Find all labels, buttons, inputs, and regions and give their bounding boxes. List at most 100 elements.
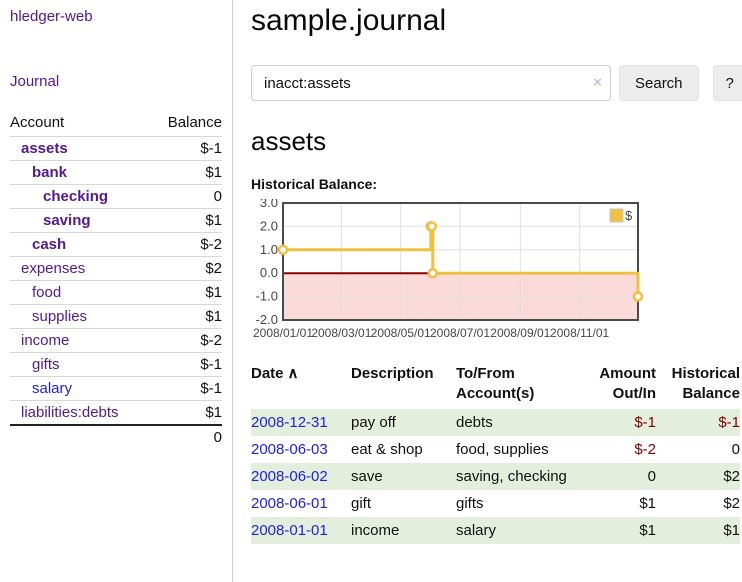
date-column-header[interactable]: Date ∧ xyxy=(251,365,299,382)
search-button[interactable]: Search xyxy=(619,65,699,101)
amount-column-header: Amount Out/In xyxy=(599,365,656,403)
transaction-balance-cell: $2 xyxy=(723,494,740,512)
transaction-date-cell: 2008-12-31 xyxy=(251,409,351,436)
y-axis-tick-label: -1.0 xyxy=(256,289,278,304)
balance-column-header: Balance xyxy=(167,114,222,131)
accounts-balance-table: Account Balance assets $-1 bank $1 checking 0… xyxy=(10,111,222,449)
transaction-accounts-cell: gifts xyxy=(456,494,484,512)
y-axis-tick-label: 0.0 xyxy=(260,265,278,280)
sidebar-account-link-salary[interactable]: salary xyxy=(32,380,73,397)
transaction-amount-cell: $-1 xyxy=(634,413,656,431)
account-heading: assets xyxy=(251,126,327,156)
app-title-link[interactable]: hledger-web xyxy=(10,8,93,25)
register-row: 2008-12-31 pay off debts $-1 $-1 xyxy=(251,408,740,436)
sidebar-account-link-saving[interactable]: saving xyxy=(43,212,91,229)
transaction-amount-cell: 0 xyxy=(647,467,656,485)
sidebar-account-link-supplies[interactable]: supplies xyxy=(32,308,88,325)
account-row: salary $-1 xyxy=(10,376,222,401)
transaction-date-link[interactable]: 2008-06-02 xyxy=(251,467,328,485)
historical-balance-chart[interactable]: $3.0 2.0 1.0 0.0 -1.0 -2.0 2008/01/01 2008/03/0… xyxy=(251,195,742,351)
transaction-accounts-cell: food, supplies xyxy=(456,440,549,458)
accounts-header-row: Account Balance xyxy=(10,111,222,137)
sidebar-account-link-food[interactable]: food xyxy=(32,284,62,301)
account-name-cell: saving xyxy=(10,208,152,233)
transaction-accounts-cell: debts xyxy=(456,413,493,431)
sidebar: hledger-web Journal Account Balance asse… xyxy=(0,0,233,582)
account-balance: $1 xyxy=(151,280,222,305)
y-axis-tick-label: 3.0 xyxy=(260,199,278,210)
account-balance: $2 xyxy=(151,256,222,281)
transaction-date-cell: 2008-06-03 xyxy=(251,436,351,463)
transaction-date-link[interactable]: 2008-01-01 xyxy=(251,521,328,539)
search-input[interactable] xyxy=(251,65,611,101)
y-axis-tick-label: 2.0 xyxy=(260,218,278,233)
account-name-cell: income xyxy=(10,328,152,353)
help-button[interactable]: ? xyxy=(712,65,742,101)
sidebar-account-link-income[interactable]: income xyxy=(21,332,70,349)
account-balance: 0 xyxy=(151,184,222,209)
x-axis-tick-label: 2008/09/01 xyxy=(490,326,550,340)
sidebar-account-link-checking[interactable]: checking xyxy=(43,188,109,205)
clear-search-icon[interactable]: × xyxy=(593,74,602,91)
main-content: sample.journal × Search ? assets Histori… xyxy=(233,0,742,582)
account-name-cell: checking xyxy=(10,184,152,209)
register-row: 2008-01-01 income salary $1 $1 xyxy=(251,516,740,544)
account-name-cell: salary xyxy=(10,376,152,401)
search-input-wrap: × xyxy=(251,65,611,101)
account-name-cell: cash xyxy=(10,232,152,257)
data-point-marker xyxy=(427,267,439,279)
register-row: 2008-06-03 eat & shop food, supplies $-2 0 xyxy=(251,436,740,463)
sidebar-account-link-expenses[interactable]: expenses xyxy=(21,260,86,277)
register-row: 2008-06-02 save saving, checking 0 $2 xyxy=(251,462,740,490)
account-row: supplies $1 xyxy=(10,304,222,329)
transaction-description-cell: gift xyxy=(351,494,372,512)
transaction-date-cell: 2008-06-01 xyxy=(251,490,351,517)
y-axis-tick-label: -2.0 xyxy=(256,312,278,327)
sidebar-account-link-assets[interactable]: assets xyxy=(21,140,68,157)
data-point-marker xyxy=(426,221,438,232)
transaction-balance-cell: $1 xyxy=(723,521,740,539)
transaction-date-link[interactable]: 2008-12-31 xyxy=(251,413,328,431)
journal-title: sample.journal xyxy=(251,4,447,37)
account-name-cell: expenses xyxy=(10,256,152,281)
x-axis-tick-label: 2008/05/01 xyxy=(371,326,431,340)
x-axis-tick-label: 2008/01/01 xyxy=(253,326,313,340)
sidebar-account-link-gifts[interactable]: gifts xyxy=(32,356,60,373)
account-row: liabilities:debts $1 xyxy=(10,400,222,425)
sidebar-account-link-cash[interactable]: cash xyxy=(32,236,67,253)
register-table: Date ∧ Description To/From Account(s) Amo… xyxy=(251,362,740,544)
transaction-balance-cell: $-1 xyxy=(718,413,740,431)
register-row: 2008-06-01 gift gifts $1 $2 xyxy=(251,490,740,517)
search-form: × Search ? xyxy=(251,65,742,101)
account-row: food $1 xyxy=(10,280,222,305)
transaction-date-link[interactable]: 2008-06-03 xyxy=(251,440,328,458)
sidebar-account-link-liabilities-debts[interactable]: liabilities:debts xyxy=(21,404,119,421)
register-header-row: Date ∧ Description To/From Account(s) Amo… xyxy=(251,362,740,409)
account-row: expenses $2 xyxy=(10,256,222,281)
y-axis-tick-label: 1.0 xyxy=(260,242,278,257)
transaction-accounts-cell: salary xyxy=(456,521,497,539)
transaction-description-cell: save xyxy=(351,467,383,485)
transaction-balance-cell: $2 xyxy=(723,467,740,485)
x-axis-tick-label: 2008/03/01 xyxy=(311,326,371,340)
sort-asc-icon: ∧ xyxy=(287,365,299,382)
account-balance: $-1 xyxy=(151,352,222,377)
account-row: gifts $-1 xyxy=(10,352,222,377)
transaction-description-cell: income xyxy=(351,521,400,539)
nav-journal-link[interactable]: Journal xyxy=(10,73,60,90)
transaction-date-link[interactable]: 2008-06-01 xyxy=(251,494,328,512)
account-row: income $-2 xyxy=(10,328,222,353)
data-point-marker xyxy=(277,244,289,256)
transaction-amount-cell: $-2 xyxy=(634,440,656,458)
account-name-cell: bank xyxy=(10,160,152,185)
account-name-cell: assets xyxy=(10,136,152,161)
sidebar-account-link-bank[interactable]: bank xyxy=(32,164,68,181)
transaction-balance-cell: 0 xyxy=(731,440,740,458)
transaction-description-cell: eat & shop xyxy=(351,440,423,458)
transaction-date-cell: 2008-06-02 xyxy=(251,463,351,490)
account-name-cell: gifts xyxy=(10,352,152,377)
transaction-accounts-cell: saving, checking xyxy=(456,467,567,485)
transaction-amount-cell: $1 xyxy=(639,494,656,512)
transaction-description-cell: pay off xyxy=(351,413,396,431)
